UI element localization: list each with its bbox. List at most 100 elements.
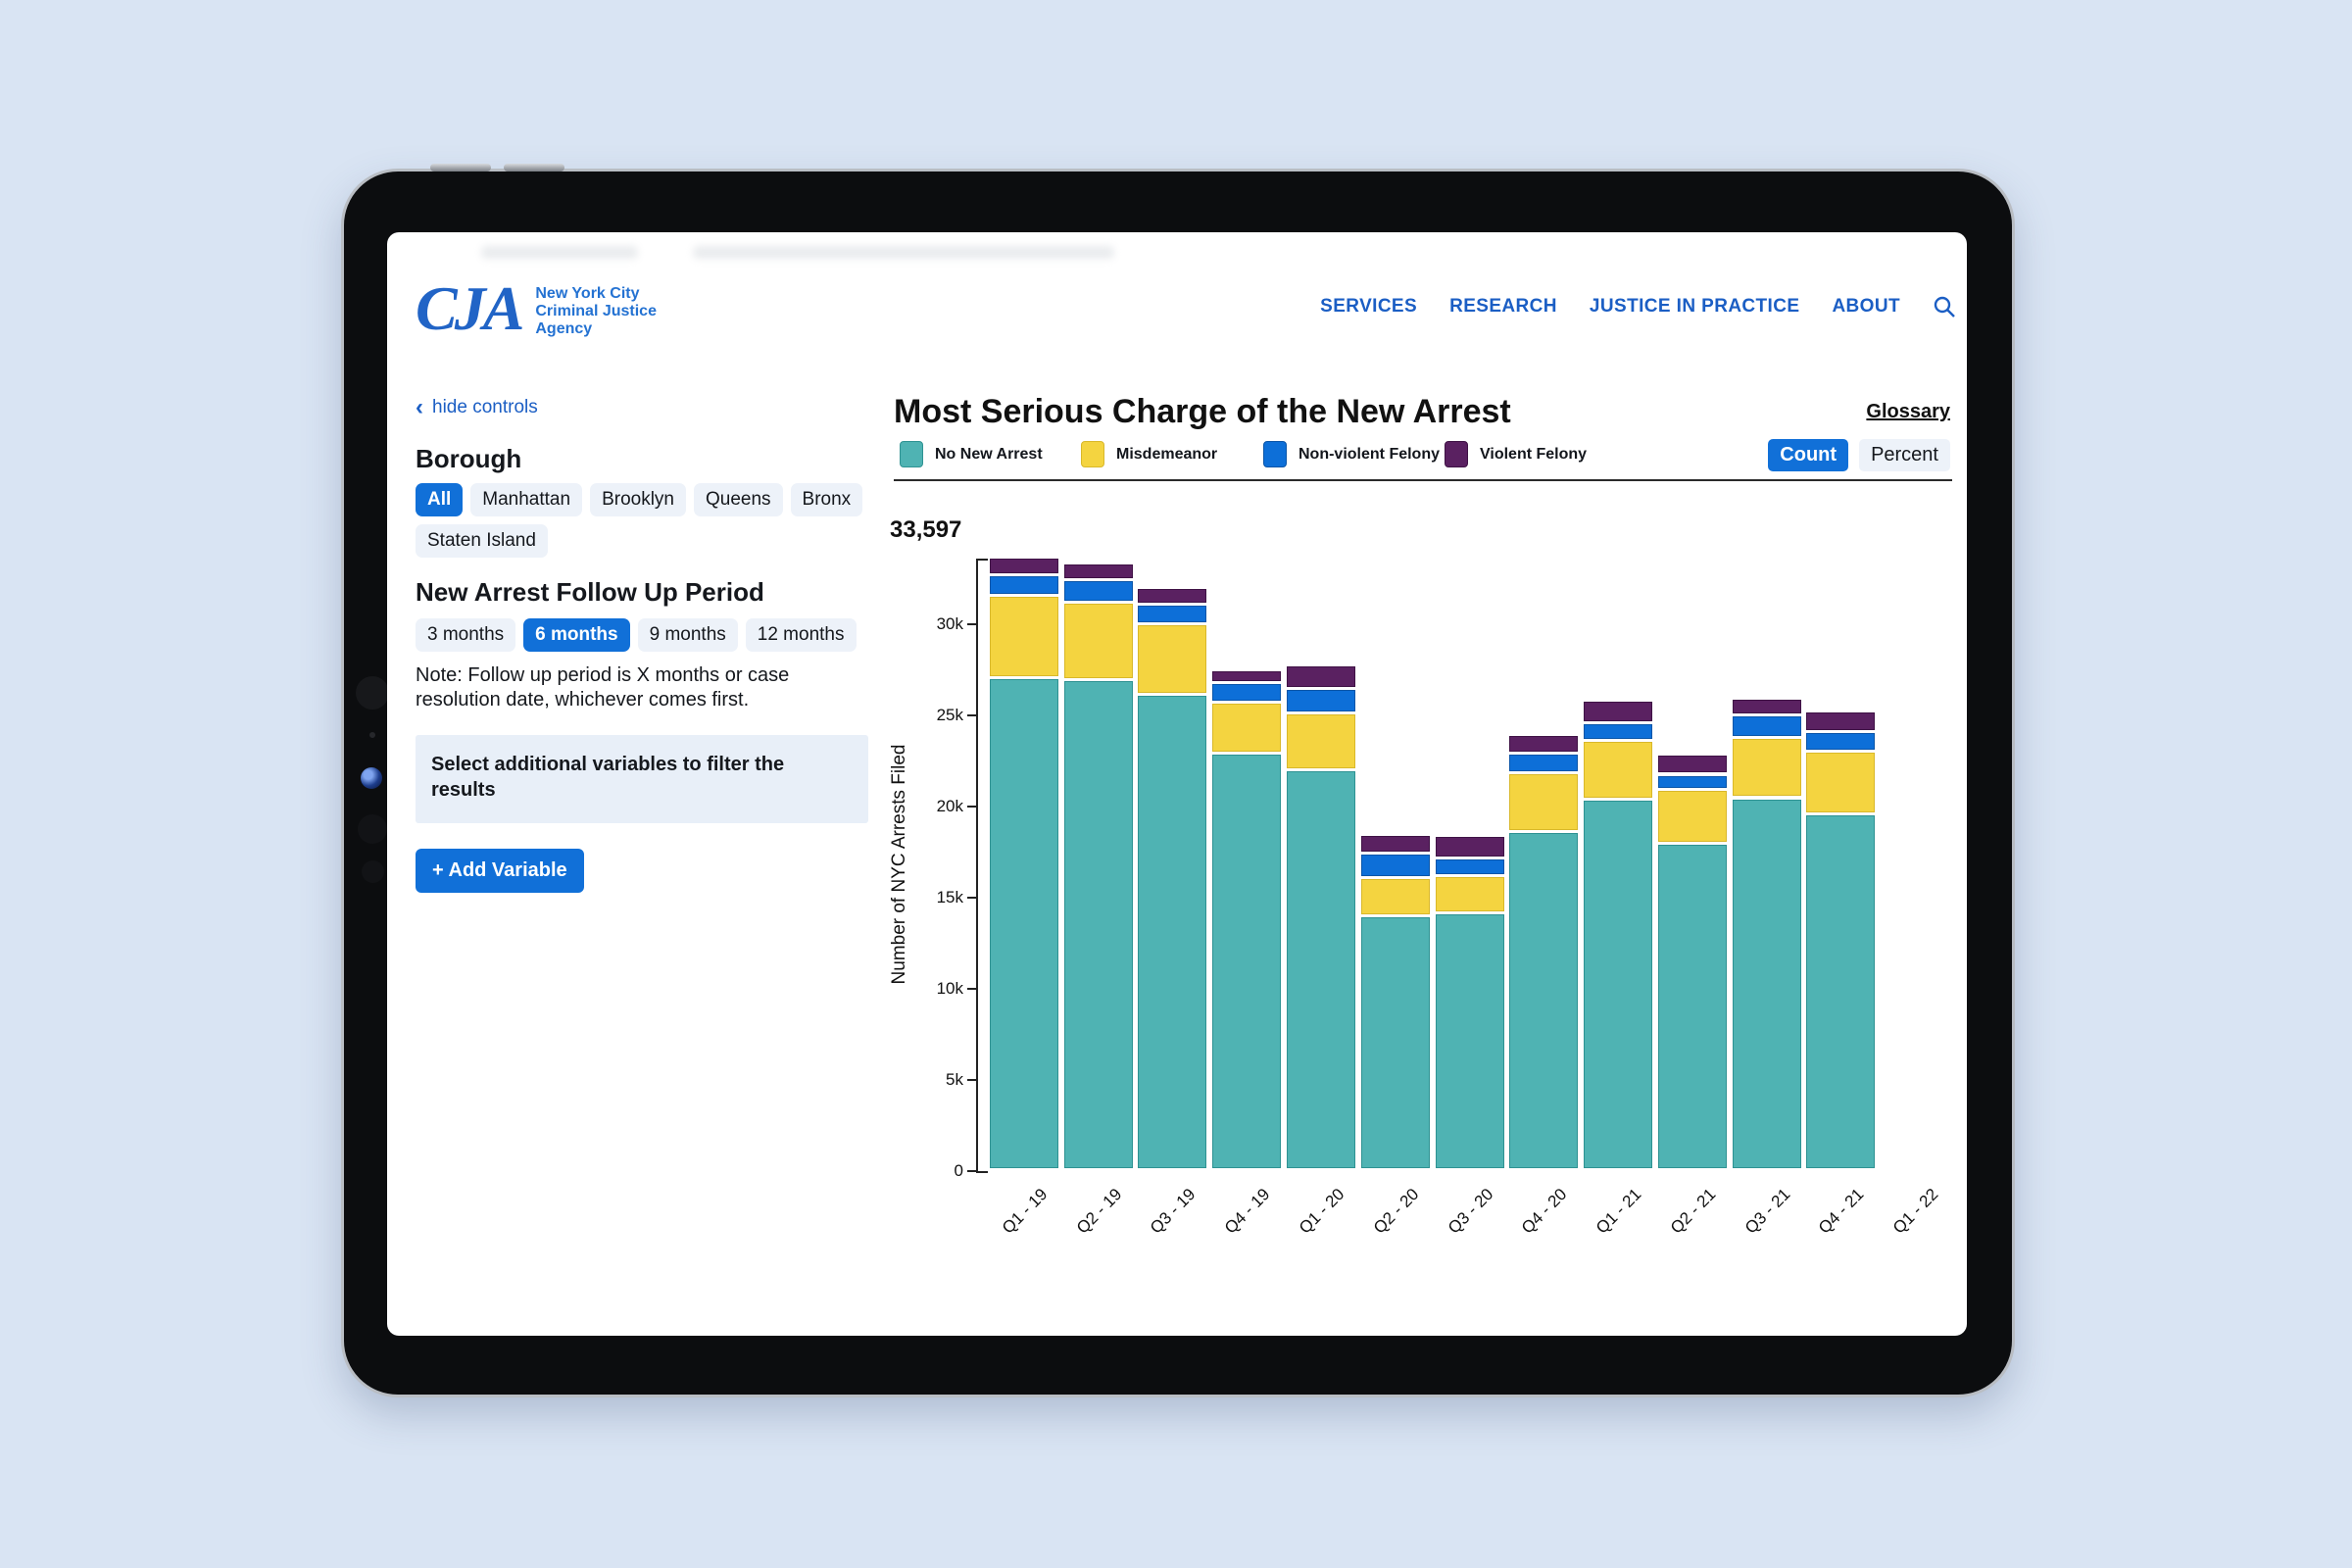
bar-segment-non-violent-felony-Q2-19[interactable] bbox=[1063, 581, 1133, 602]
bar-segment-no-new-arrest-Q4-20[interactable] bbox=[1509, 832, 1579, 1168]
borough-option-queens[interactable]: Queens bbox=[694, 483, 783, 516]
borough-option-staten-island[interactable]: Staten Island bbox=[416, 524, 548, 558]
main-nav: SERVICES RESEARCH JUSTICE IN PRACTICE ABOUT bbox=[1320, 295, 1956, 318]
bar-segment-misdemeanor-Q1-20[interactable] bbox=[1286, 713, 1355, 768]
bar-segment-non-violent-felony-Q2-20[interactable] bbox=[1360, 855, 1430, 877]
nav-item-justice-in-practice[interactable]: JUSTICE IN PRACTICE bbox=[1589, 296, 1800, 317]
browser-viewport: CJA New York City Criminal Justice Agenc… bbox=[387, 232, 1967, 1336]
bar-segment-misdemeanor-Q4-19[interactable] bbox=[1212, 703, 1282, 752]
legend-item-misdemeanor: Misdemeanor bbox=[1081, 441, 1217, 467]
bar-segment-non-violent-felony-Q3-20[interactable] bbox=[1435, 859, 1504, 874]
bar-segment-non-violent-felony-Q3-19[interactable] bbox=[1138, 605, 1207, 622]
bar-segment-non-violent-felony-Q4-21[interactable] bbox=[1806, 732, 1876, 751]
y-axis-tick bbox=[967, 1170, 978, 1172]
hide-controls-label: hide controls bbox=[432, 397, 538, 417]
y-axis-tick bbox=[967, 622, 978, 625]
chevron-left-icon: ‹ bbox=[416, 394, 423, 420]
borough-option-brooklyn[interactable]: Brooklyn bbox=[590, 483, 686, 516]
bar-segment-violent-felony-Q1-21[interactable] bbox=[1584, 701, 1653, 721]
bar-segment-no-new-arrest-Q1-20[interactable] bbox=[1286, 770, 1355, 1168]
borough-option-all[interactable]: All bbox=[416, 483, 464, 516]
y-axis-line bbox=[976, 559, 978, 1173]
bar-segment-violent-felony-Q2-21[interactable] bbox=[1657, 755, 1727, 773]
toggle-percent-button[interactable]: Percent bbox=[1859, 439, 1950, 471]
toggle-count-button[interactable]: Count bbox=[1768, 439, 1849, 471]
bar-segment-no-new-arrest-Q2-21[interactable] bbox=[1657, 845, 1727, 1168]
y-axis-tick bbox=[967, 987, 978, 990]
bar-segment-misdemeanor-Q3-20[interactable] bbox=[1435, 876, 1504, 911]
bar-segment-violent-felony-Q4-21[interactable] bbox=[1806, 711, 1876, 730]
glossary-link[interactable]: Glossary bbox=[1866, 401, 1950, 422]
bar-segment-non-violent-felony-Q4-20[interactable] bbox=[1509, 755, 1579, 772]
bar-segment-misdemeanor-Q2-20[interactable] bbox=[1360, 879, 1430, 915]
bar-segment-non-violent-felony-Q2-21[interactable] bbox=[1657, 775, 1727, 789]
bar-segment-misdemeanor-Q4-21[interactable] bbox=[1806, 753, 1876, 813]
bar-segment-no-new-arrest-Q3-19[interactable] bbox=[1138, 696, 1207, 1168]
cja-logo-text: New York City Criminal Justice Agency bbox=[535, 285, 657, 337]
bar-segment-misdemeanor-Q1-21[interactable] bbox=[1584, 741, 1653, 799]
legend-swatch-icon bbox=[1263, 441, 1287, 467]
y-axis-tick-label: 30k bbox=[936, 613, 963, 633]
tablet-camera-sensor bbox=[356, 676, 389, 710]
bar-segment-violent-felony-Q2-20[interactable] bbox=[1360, 835, 1430, 853]
bar-segment-no-new-arrest-Q4-19[interactable] bbox=[1212, 754, 1282, 1168]
bar-segment-violent-felony-Q3-20[interactable] bbox=[1435, 837, 1504, 858]
follow-up-option-6-months[interactable]: 6 months bbox=[523, 618, 630, 652]
follow-up-option-3-months[interactable]: 3 months bbox=[416, 618, 516, 652]
bar-segment-non-violent-felony-Q3-21[interactable] bbox=[1732, 715, 1801, 737]
bar-segment-no-new-arrest-Q2-20[interactable] bbox=[1360, 917, 1430, 1168]
y-axis-tick bbox=[967, 713, 978, 716]
tablet-volume-up-button bbox=[430, 164, 491, 172]
bar-segment-no-new-arrest-Q1-19[interactable] bbox=[989, 678, 1058, 1168]
count-percent-toggle: Count Percent bbox=[1768, 439, 1950, 471]
tablet-microphone-dot bbox=[369, 732, 375, 738]
borough-option-bronx[interactable]: Bronx bbox=[790, 483, 863, 516]
follow-up-note: Note: Follow up period is X months or ca… bbox=[416, 664, 790, 710]
cja-logo[interactable]: CJA New York City Criminal Justice Agenc… bbox=[416, 277, 657, 340]
bar-segment-non-violent-felony-Q1-19[interactable] bbox=[989, 575, 1058, 595]
bar-segment-no-new-arrest-Q4-21[interactable] bbox=[1806, 815, 1876, 1168]
bar-segment-misdemeanor-Q3-19[interactable] bbox=[1138, 624, 1207, 694]
bar-segment-violent-felony-Q1-19[interactable] bbox=[989, 559, 1058, 573]
bar-segment-no-new-arrest-Q2-19[interactable] bbox=[1063, 680, 1133, 1168]
bar-segment-non-violent-felony-Q4-19[interactable] bbox=[1212, 683, 1282, 701]
search-icon[interactable] bbox=[1933, 295, 1956, 318]
y-axis-tick-label: 0 bbox=[954, 1161, 963, 1180]
legend-item-violent-felony: Violent Felony bbox=[1445, 441, 1587, 467]
nav-item-services[interactable]: SERVICES bbox=[1320, 296, 1418, 317]
follow-up-option-9-months[interactable]: 9 months bbox=[637, 618, 738, 652]
bar-segment-no-new-arrest-Q3-20[interactable] bbox=[1435, 913, 1504, 1168]
bar-segment-violent-felony-Q1-20[interactable] bbox=[1286, 665, 1355, 688]
bar-segment-non-violent-felony-Q1-21[interactable] bbox=[1584, 723, 1653, 739]
bar-segment-no-new-arrest-Q3-21[interactable] bbox=[1732, 799, 1801, 1168]
bar-segment-violent-felony-Q4-19[interactable] bbox=[1212, 670, 1282, 681]
bar-segment-non-violent-felony-Q1-20[interactable] bbox=[1286, 690, 1355, 711]
bar-segment-misdemeanor-Q2-19[interactable] bbox=[1063, 604, 1133, 678]
bar-segment-misdemeanor-Q1-19[interactable] bbox=[989, 597, 1058, 676]
bar-segment-violent-felony-Q2-19[interactable] bbox=[1063, 564, 1133, 579]
nav-item-research[interactable]: RESEARCH bbox=[1449, 296, 1557, 317]
follow-up-filter-group: 3 months 6 months 9 months 12 months bbox=[416, 618, 868, 652]
bar-segment-misdemeanor-Q4-20[interactable] bbox=[1509, 774, 1579, 830]
tablet-camera-lens bbox=[361, 767, 382, 789]
legend-label: Misdemeanor bbox=[1116, 445, 1218, 463]
bar-segment-misdemeanor-Q2-21[interactable] bbox=[1657, 791, 1727, 842]
borough-option-manhattan[interactable]: Manhattan bbox=[470, 483, 583, 516]
chart-header-divider bbox=[894, 479, 1952, 481]
borough-heading: Borough bbox=[416, 444, 522, 473]
chart-title: Most Serious Charge of the New Arrest bbox=[894, 393, 1511, 430]
bar-segment-violent-felony-Q4-20[interactable] bbox=[1509, 735, 1579, 753]
y-axis-tick-label: 5k bbox=[946, 1069, 963, 1089]
bar-segment-violent-felony-Q3-21[interactable] bbox=[1732, 700, 1801, 713]
clipped-banner-artifact bbox=[481, 246, 638, 259]
tablet-camera-sensor bbox=[358, 814, 387, 844]
bar-segment-violent-felony-Q3-19[interactable] bbox=[1138, 589, 1207, 603]
add-variable-button[interactable]: + Add Variable bbox=[416, 849, 584, 893]
hide-controls-link[interactable]: ‹ hide controls bbox=[416, 394, 538, 420]
y-axis-tick-label: 10k bbox=[936, 978, 963, 998]
y-axis-bottom-cap bbox=[976, 1171, 988, 1173]
bar-segment-no-new-arrest-Q1-21[interactable] bbox=[1584, 801, 1653, 1168]
nav-item-about[interactable]: ABOUT bbox=[1832, 296, 1900, 317]
follow-up-option-12-months[interactable]: 12 months bbox=[745, 618, 857, 652]
bar-segment-misdemeanor-Q3-21[interactable] bbox=[1732, 739, 1801, 797]
